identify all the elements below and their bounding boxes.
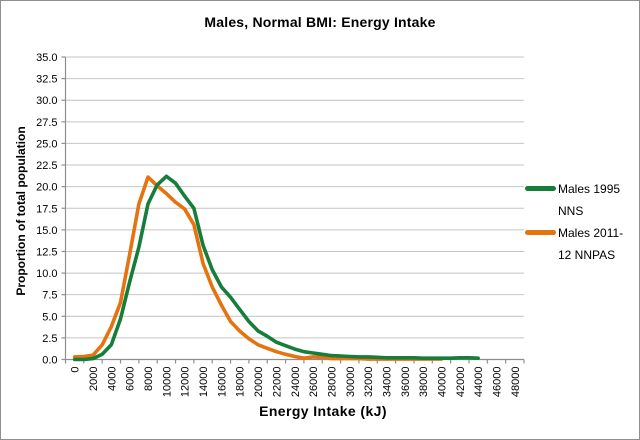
x-tick-label: 28000 (326, 367, 338, 398)
y-tick-label: 27.5 (36, 117, 57, 129)
x-tick-label: 22000 (271, 367, 283, 398)
x-tick-label: 32000 (363, 367, 375, 398)
x-tick-label: 40000 (436, 367, 448, 398)
legend-item: Males 1995 NNS (525, 178, 639, 222)
legend-item: Males 2011-12 NNPAS (525, 222, 639, 266)
y-tick-label: 0.0 (42, 355, 57, 367)
x-tick-label: 34000 (381, 367, 393, 398)
y-tick-label: 2.5 (42, 333, 57, 345)
y-tick-label: 15.0 (36, 225, 57, 237)
x-tick-label: 36000 (400, 367, 412, 398)
x-tick-label: 46000 (491, 367, 503, 398)
y-tick-label: 20.0 (36, 182, 57, 194)
x-tick-label: 48000 (510, 367, 522, 398)
x-tick-label: 8000 (143, 367, 155, 391)
y-tick-label: 5.0 (42, 311, 57, 323)
x-tick-label: 38000 (418, 367, 430, 398)
x-tick-label: 12000 (180, 367, 192, 398)
x-tick-label: 44000 (473, 367, 485, 398)
y-tick-label: 30.0 (36, 95, 57, 107)
x-tick-label: 42000 (455, 367, 467, 398)
x-axis-title: Energy Intake (kJ) (259, 403, 387, 419)
y-axis-title: Proportion of total population (14, 126, 28, 296)
x-tick-label: 18000 (235, 367, 247, 398)
chart-title: Males, Normal BMI: Energy Intake (204, 14, 436, 30)
legend-item-label: Males 2011-12 NNPAS (558, 226, 624, 262)
x-tick-label: 16000 (216, 367, 228, 398)
x-tick-label: 6000 (125, 367, 137, 391)
x-tick-label: 30000 (345, 367, 357, 398)
y-tick-label: 7.5 (42, 290, 57, 302)
series-marker-line (525, 230, 556, 235)
y-tick-label: 12.5 (36, 246, 57, 258)
y-tick-label: 17.5 (36, 203, 57, 215)
x-tick-label: 2000 (88, 367, 100, 391)
y-tick-label: 35.0 (36, 52, 57, 64)
legend-item-label: Males 1995 NNS (558, 182, 621, 218)
y-tick-label: 10.0 (36, 268, 57, 280)
x-tick-label: 10000 (161, 367, 173, 398)
legend: Males 1995 NNS Males 2011-12 NNPAS (525, 178, 639, 266)
x-tick-label: 14000 (198, 367, 210, 398)
x-tick-label: 4000 (106, 367, 118, 391)
y-tick-label: 22.5 (36, 160, 57, 172)
x-tick-label: 0 (70, 367, 82, 373)
x-tick-label: 26000 (308, 367, 320, 398)
series-marker-line (525, 186, 556, 191)
x-tick-label: 24000 (290, 367, 302, 398)
y-tick-label: 25.0 (36, 138, 57, 150)
series-line-males-1995-nns (72, 174, 480, 362)
y-tick-label: 32.5 (36, 74, 57, 86)
x-tick-label: 20000 (253, 367, 265, 398)
